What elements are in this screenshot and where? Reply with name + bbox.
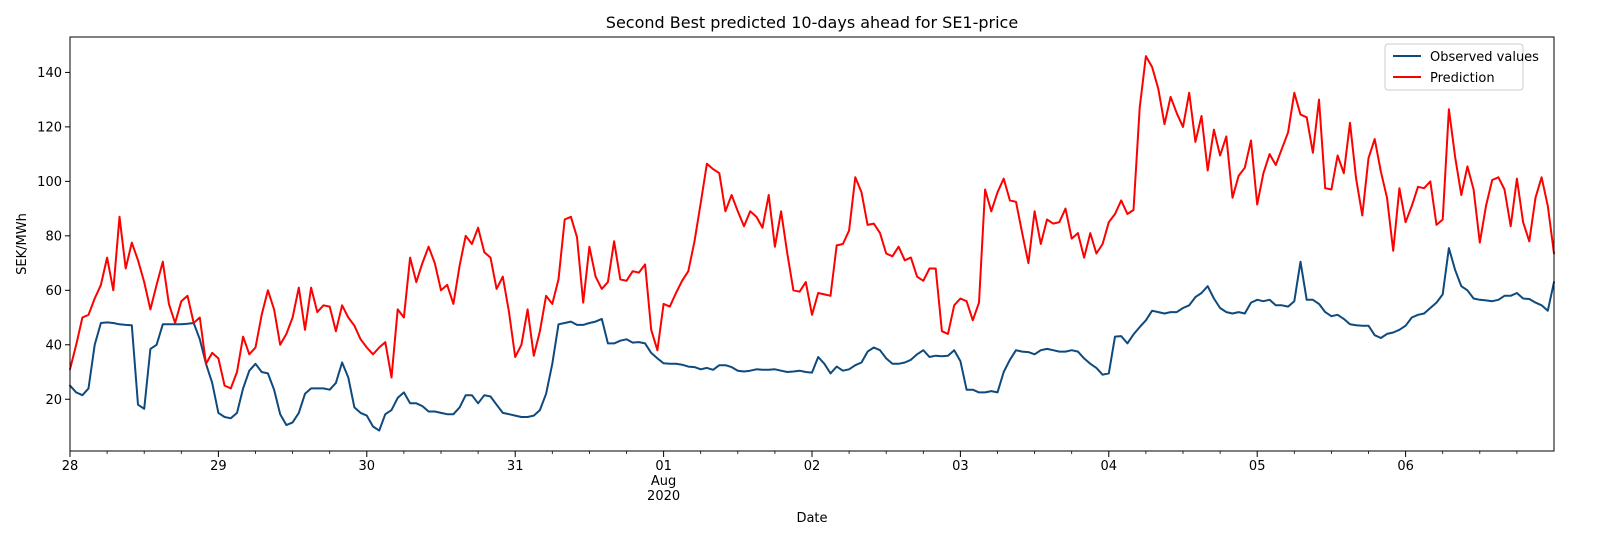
x-tick-sublabel: Aug xyxy=(651,474,676,489)
series-line-observed xyxy=(69,247,1555,432)
y-tick-label: 60 xyxy=(45,284,62,299)
plot-frame xyxy=(69,36,1555,452)
x-tick-sublabel: 2020 xyxy=(647,489,680,504)
x-tick-label: 28 xyxy=(62,459,79,474)
legend: Observed values Prediction xyxy=(1384,43,1539,91)
x-tick-label: 02 xyxy=(804,459,821,474)
x-tick-label: 29 xyxy=(210,459,227,474)
y-axis-label: SEK/MWh xyxy=(15,213,30,275)
y-tick-label: 20 xyxy=(45,393,62,408)
x-tick-label: 05 xyxy=(1249,459,1266,474)
x-tick-label: 03 xyxy=(952,459,969,474)
legend-label-observed: Observed values xyxy=(1430,50,1539,65)
x-tick-label: 06 xyxy=(1397,459,1414,474)
series-layer xyxy=(69,55,1555,432)
y-tick-label: 140 xyxy=(37,66,62,81)
x-tick-label: 01 xyxy=(655,459,672,474)
y-tick-label: 80 xyxy=(45,229,62,244)
x-tick-label: 31 xyxy=(507,459,524,474)
legend-label-prediction: Prediction xyxy=(1430,71,1495,86)
x-tick-label: 30 xyxy=(359,459,376,474)
series-line-prediction xyxy=(69,55,1555,390)
y-tick-label: 120 xyxy=(37,120,62,135)
x-tick-label: 04 xyxy=(1101,459,1118,474)
x-axis-label: Date xyxy=(796,511,827,526)
y-tick-label: 40 xyxy=(45,338,62,353)
chart-title: Second Best predicted 10-days ahead for … xyxy=(606,13,1018,32)
y-tick-label: 100 xyxy=(37,175,62,190)
